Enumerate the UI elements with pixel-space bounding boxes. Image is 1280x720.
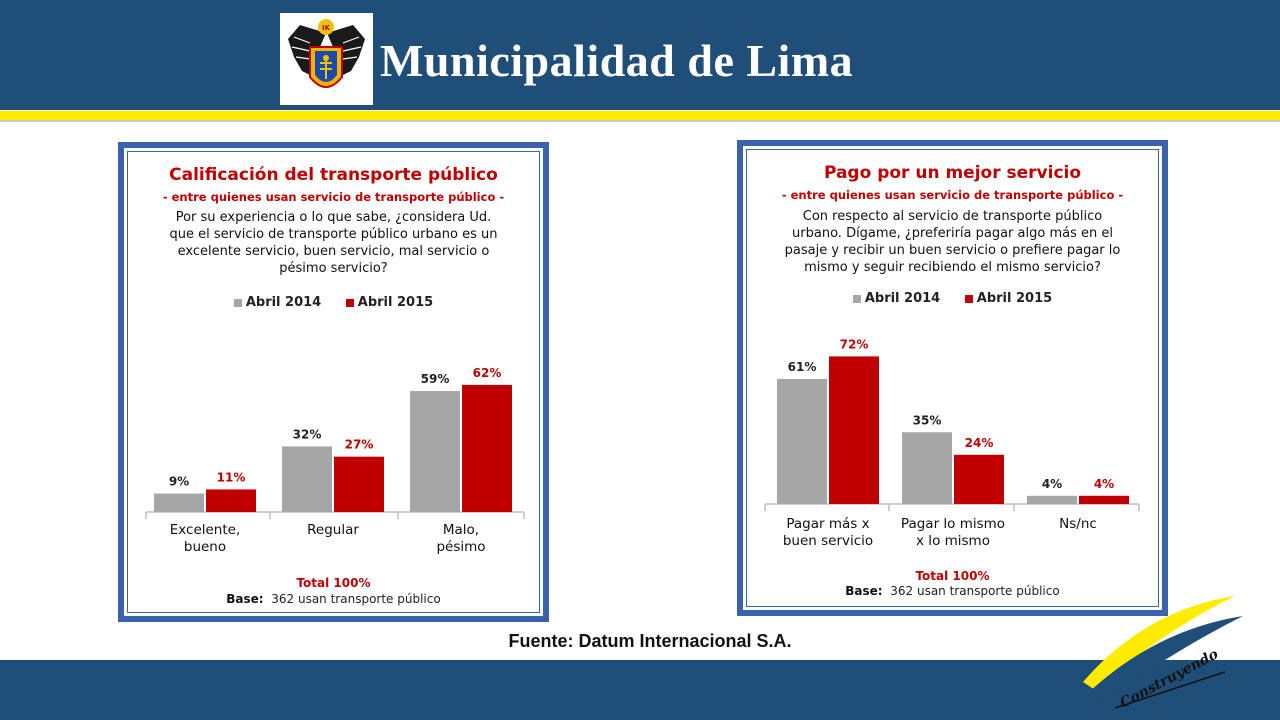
question-line: que el servicio de transporte público ur…	[169, 227, 498, 242]
chart-subtitle: - entre quienes usan servicio de transpo…	[781, 188, 1124, 202]
chart-title: Pago por un mejor servicio	[823, 163, 1082, 183]
question-line: Con respecto al servicio de transporte p…	[802, 209, 1103, 224]
base-label: Base:	[226, 592, 264, 606]
base-note: Base: 362 usan transporte público	[124, 592, 543, 606]
category-label: pésimo	[436, 539, 485, 555]
data-label: 24%	[965, 436, 994, 450]
question-line: pésimo servicio?	[279, 261, 388, 276]
data-label: 62%	[473, 366, 502, 380]
base-note: Base: 362 usan transporte público	[743, 584, 1162, 598]
bar	[206, 489, 256, 512]
category-label: buen servicio	[783, 533, 873, 549]
chart-panel-pago: Pago por un mejor servicio - entre quien…	[737, 140, 1168, 616]
category-label: Pagar más x	[786, 516, 869, 532]
total-label: Total 100%	[915, 569, 990, 583]
category-label: Regular	[307, 522, 359, 538]
bar	[902, 432, 952, 504]
data-label: 11%	[217, 470, 246, 484]
lima-coat-of-arms-logo: IK	[280, 13, 373, 105]
chart-question: Con respecto al servicio de transporte p…	[743, 208, 1162, 276]
bar	[1079, 495, 1129, 504]
chart-legend: Abril 2014 Abril 2015	[124, 295, 543, 310]
chart-question: Por su experiencia o lo que sabe, ¿consi…	[124, 209, 543, 277]
question-line: urbano. Dígame, ¿preferiría pagar algo m…	[792, 226, 1113, 241]
category-label: bueno	[184, 539, 226, 555]
base-text: 362 usan transporte público	[890, 584, 1060, 598]
legend-label: Abril 2015	[357, 295, 434, 310]
header-bar	[0, 0, 1280, 110]
bar	[462, 384, 512, 512]
bar	[334, 456, 384, 512]
base-label: Base:	[845, 584, 883, 598]
legend-item-2014: Abril 2014	[852, 291, 941, 306]
footer-bar	[0, 660, 1280, 720]
chart-legend: Abril 2014 Abril 2015	[743, 291, 1162, 306]
data-label: 72%	[840, 337, 869, 351]
category-label: Malo,	[443, 522, 479, 538]
bar	[829, 356, 879, 504]
legend-swatch	[852, 294, 861, 303]
data-label: 35%	[913, 413, 942, 427]
legend-item-2015: Abril 2015	[345, 295, 434, 310]
legend-swatch	[233, 298, 242, 307]
data-label: 61%	[788, 360, 817, 374]
category-label: x lo mismo	[916, 533, 990, 549]
bar	[954, 454, 1004, 504]
data-label: 4%	[1094, 477, 1114, 491]
data-label: 59%	[421, 372, 450, 386]
logo-lettering: IK	[322, 24, 331, 32]
source-caption: Fuente: Datum Internacional S.A.	[508, 631, 792, 651]
question-line: Por su experiencia o lo que sabe, ¿consi…	[175, 210, 492, 225]
chart-subtitle: - entre quienes usan servicio de transpo…	[162, 190, 505, 204]
category-label: Pagar lo mismo	[901, 516, 1005, 532]
legend-label: Abril 2014	[245, 295, 322, 310]
bar	[154, 493, 204, 512]
question-line: mismo y seguir recibiendo el mismo servi…	[804, 260, 1101, 275]
question-line: excelente servicio, buen servicio, mal s…	[177, 244, 490, 259]
header-divider	[0, 120, 1280, 122]
construyendo-logo: Construyendo	[1083, 596, 1243, 712]
legend-label: Abril 2015	[976, 291, 1053, 306]
page-title: Municipalidad de Lima	[380, 35, 854, 86]
data-label: 27%	[345, 438, 374, 452]
category-label: Ns/nc	[1059, 516, 1097, 532]
legend-swatch	[964, 294, 973, 303]
total-label: Total 100%	[296, 576, 371, 590]
bar	[777, 378, 827, 504]
legend-label: Abril 2014	[864, 291, 941, 306]
base-text: 362 usan transporte público	[271, 592, 441, 606]
legend-swatch	[345, 298, 354, 307]
chart-title: Calificación del transporte público	[169, 165, 498, 185]
bar	[410, 391, 460, 512]
bar	[282, 446, 332, 512]
data-label: 4%	[1042, 477, 1062, 491]
category-label: Excelente,	[170, 522, 241, 538]
header-stripe	[0, 111, 1280, 120]
data-label: 9%	[169, 475, 189, 489]
question-line: pasaje y recibir un buen servicio o pref…	[784, 243, 1121, 258]
data-label: 32%	[293, 427, 322, 441]
bar	[1027, 495, 1077, 504]
chart-panel-calificacion: Calificación del transporte público - en…	[118, 142, 549, 622]
bar-chart-calificacion: 9% 11% Excelente,bueno 32% 27% Regular 59% 62% M…	[145, 366, 525, 555]
legend-item-2015: Abril 2015	[964, 291, 1053, 306]
legend-item-2014: Abril 2014	[233, 295, 322, 310]
